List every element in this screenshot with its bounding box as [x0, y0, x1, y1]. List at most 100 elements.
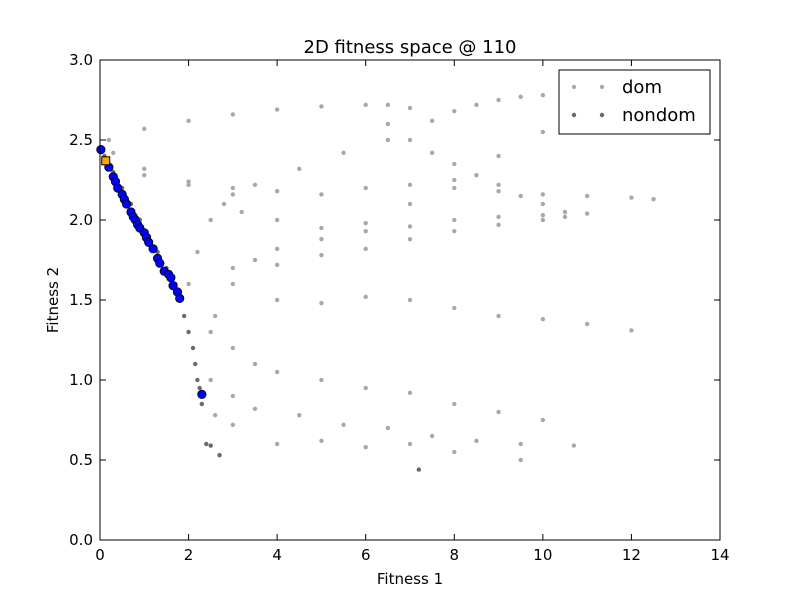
- data-point-dom: [452, 109, 457, 114]
- data-point-dom: [407, 182, 413, 187]
- data-point-dom: [230, 112, 236, 117]
- data-point-dom: [186, 179, 191, 184]
- data-point-dom: [186, 281, 191, 287]
- data-point-selected: [197, 389, 207, 399]
- data-point-selected: [166, 272, 176, 283]
- data-point-dom: [540, 192, 546, 197]
- data-point-dom: [297, 166, 302, 171]
- data-point-dom: [363, 445, 368, 450]
- data-point-nondom: [190, 345, 196, 351]
- data-point-dom: [385, 137, 391, 143]
- data-point-dom: [518, 94, 523, 100]
- y-tick-label: 1.5: [69, 291, 93, 309]
- data-point-dom: [407, 224, 413, 229]
- data-point-selected: [148, 244, 158, 254]
- data-point-dom: [208, 217, 213, 223]
- legend-label-nondom: nondom: [622, 105, 696, 126]
- data-point-dom: [651, 197, 656, 202]
- data-point-dom: [319, 253, 324, 258]
- x-tick-label: 10: [533, 546, 552, 564]
- data-point-dom: [540, 217, 546, 223]
- chart-title: 2D fitness space @ 110: [304, 37, 517, 58]
- y-tick-label: 1.0: [69, 371, 93, 389]
- data-point-dom: [540, 213, 546, 218]
- series-dom: [106, 93, 656, 463]
- data-point-dom: [230, 192, 236, 197]
- data-point-selected: [168, 280, 178, 291]
- data-point-dom: [252, 361, 258, 367]
- data-point-dom: [407, 441, 413, 447]
- data-point-dom: [106, 137, 112, 143]
- data-point-dom: [452, 449, 457, 455]
- data-point-dom: [363, 185, 368, 191]
- data-point-dom: [319, 377, 324, 383]
- data-point-dom: [429, 433, 435, 439]
- data-point-dom: [252, 182, 258, 187]
- data-point-nondom: [193, 361, 198, 367]
- legend-marker-dom: [571, 84, 577, 90]
- series-selected: [96, 145, 207, 399]
- x-tick-label: 8: [450, 546, 460, 564]
- data-point-dom: [571, 443, 577, 448]
- data-point-dom: [142, 166, 147, 171]
- data-point-dom: [540, 317, 546, 322]
- data-point-dom: [584, 211, 590, 216]
- y-tick-label: 3.0: [69, 51, 93, 69]
- data-point-nondom: [217, 453, 222, 458]
- data-point-dom: [496, 153, 501, 159]
- data-point-dom: [252, 257, 258, 263]
- data-point-dom: [239, 209, 244, 215]
- x-tick-label: 12: [622, 546, 641, 564]
- data-point-dom: [208, 377, 213, 383]
- data-point-dom: [518, 457, 523, 463]
- plot-marks: [96, 93, 656, 472]
- data-point-dom: [274, 217, 280, 223]
- data-point-dom: [208, 329, 213, 335]
- data-point-dom: [496, 214, 501, 219]
- data-point-nondom: [199, 401, 205, 407]
- data-point-dom: [474, 438, 479, 443]
- data-point-dom: [341, 150, 346, 155]
- data-point-dom: [297, 413, 302, 418]
- data-point-dom: [407, 237, 413, 242]
- legend-marker-nondom: [571, 112, 577, 118]
- data-point-dom: [429, 118, 435, 124]
- data-point-nondom: [416, 467, 422, 472]
- data-point-nondom: [208, 443, 213, 448]
- data-point-nondom: [181, 313, 187, 319]
- data-point-dom: [212, 413, 218, 418]
- data-point-dom: [230, 422, 236, 427]
- data-point-selected: [113, 183, 123, 193]
- data-point-dom: [407, 390, 413, 395]
- data-point-dom: [496, 409, 501, 415]
- data-point-dom: [540, 93, 546, 98]
- data-point-dom: [230, 265, 236, 271]
- data-point-dom: [452, 217, 457, 223]
- data-point-dom: [584, 321, 590, 327]
- data-point-dom: [540, 201, 546, 207]
- legend-marker-nondom: [599, 112, 605, 118]
- y-tick-label: 0.0: [69, 531, 93, 549]
- data-point-dom: [452, 305, 457, 311]
- data-point-dom: [363, 294, 368, 299]
- data-point-dom: [629, 195, 634, 200]
- data-point-dom: [496, 97, 501, 103]
- legend-label-dom: dom: [622, 77, 662, 98]
- data-point-dom: [584, 193, 590, 199]
- data-point-dom: [407, 297, 413, 303]
- data-point-dom: [452, 185, 457, 191]
- data-point-nondom: [195, 377, 200, 383]
- x-tick-label: 4: [272, 546, 282, 564]
- y-ticks: 0.0 0.5 1.0 1.5 2.0 2.5 3.0: [69, 51, 720, 549]
- data-point-dom: [230, 281, 236, 287]
- data-point-dom: [274, 262, 280, 267]
- data-point-dom: [385, 121, 391, 127]
- data-point-dom: [385, 425, 391, 431]
- data-point-dom: [319, 225, 324, 231]
- data-point-dom: [452, 229, 457, 234]
- data-point-selected: [155, 258, 165, 268]
- data-point-dom: [407, 105, 413, 111]
- x-tick-label: 2: [184, 546, 194, 564]
